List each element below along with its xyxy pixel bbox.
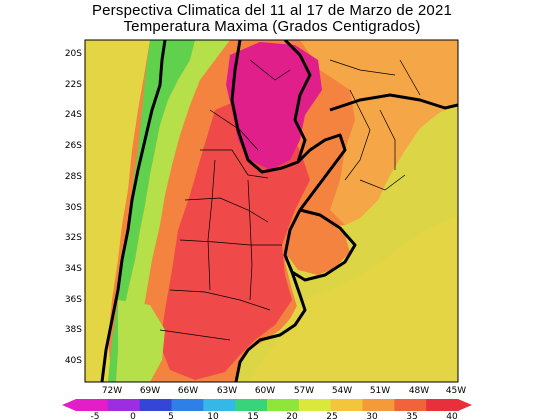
colorbar-labels: -5 0 5 10 15 20 25 30 35 40 <box>91 412 458 420</box>
atlantic-yellow <box>250 215 458 382</box>
latitude-axis: 20S 22S 24S 26S 28S 30S 32S 34S 36S 38S … <box>65 49 82 366</box>
colorbar-tick: -5 <box>91 412 100 420</box>
paraguay-hot <box>226 42 322 170</box>
lat-label: 34S <box>65 264 82 274</box>
colorbar-segment <box>298 399 332 411</box>
colorbar-low-arrow <box>62 399 76 411</box>
lon-label: 54W <box>332 386 352 396</box>
lon-label: 66W <box>178 386 198 396</box>
colorbar-tick: 5 <box>168 412 174 420</box>
map-subtitle: Temperatura Maxima (Grados Centigrados) <box>123 18 421 35</box>
lon-label: 63W <box>217 386 237 396</box>
province-borders <box>159 59 421 341</box>
colorbar-segment <box>203 399 236 411</box>
map-field <box>85 40 458 382</box>
lon-label: 57W <box>294 386 314 396</box>
lon-label: 69W <box>140 386 160 396</box>
lon-label: 48W <box>409 386 429 396</box>
uruguay-orange <box>287 215 350 275</box>
lat-label: 22S <box>65 80 82 90</box>
lon-label: 72W <box>102 386 122 396</box>
lat-label: 36S <box>65 295 82 305</box>
pacific-west <box>85 40 150 382</box>
colorbar-tick: 0 <box>130 412 136 420</box>
colorbar-segment <box>235 399 268 411</box>
lon-label: 60W <box>255 386 275 396</box>
colorbar-segments <box>76 399 459 411</box>
lat-label: 24S <box>65 110 82 120</box>
colorbar-segment <box>76 399 109 411</box>
colorbar-tick: 15 <box>247 412 258 420</box>
colorbar-tick: 10 <box>207 412 219 420</box>
lat-label: 26S <box>65 141 82 151</box>
map-frame <box>84 39 459 383</box>
lat-label: 20S <box>65 49 82 59</box>
lon-label: 45W <box>446 386 466 396</box>
colorbar-segment <box>267 399 300 411</box>
longitude-axis: 72W 69W 66W 63W 60W 57W 54W 51W 48W 45W <box>102 386 466 396</box>
land-light-orange <box>300 40 458 225</box>
colorbar-segment <box>330 399 363 411</box>
lat-label: 30S <box>65 203 82 213</box>
colorbar-tick: 25 <box>326 412 337 420</box>
colorbar-high-arrow <box>458 399 472 411</box>
lat-label: 32S <box>65 233 82 243</box>
colorbar-segment <box>394 399 427 411</box>
colorbar-segment <box>171 399 204 411</box>
colorbar-tick: 40 <box>446 412 458 420</box>
colorbar: -5 0 5 10 15 20 25 30 35 40 <box>62 399 472 420</box>
map-title: Perspectiva Climatica del 11 al 17 de Ma… <box>91 2 453 19</box>
country-borders <box>100 40 458 382</box>
lat-label: 28S <box>65 172 82 182</box>
lat-label: 40S <box>65 356 82 366</box>
lat-label: 38S <box>65 325 82 335</box>
andes-transition <box>116 40 230 382</box>
patagonia-green <box>118 300 165 382</box>
colorbar-tick: 20 <box>286 412 298 420</box>
colorbar-segment <box>426 399 459 411</box>
colorbar-segment <box>362 399 395 411</box>
colorbar-tick: 35 <box>406 412 417 420</box>
lon-label: 51W <box>370 386 390 396</box>
colorbar-tick: 30 <box>366 412 378 420</box>
colorbar-segment <box>139 399 172 411</box>
colorbar-segment <box>107 399 141 411</box>
